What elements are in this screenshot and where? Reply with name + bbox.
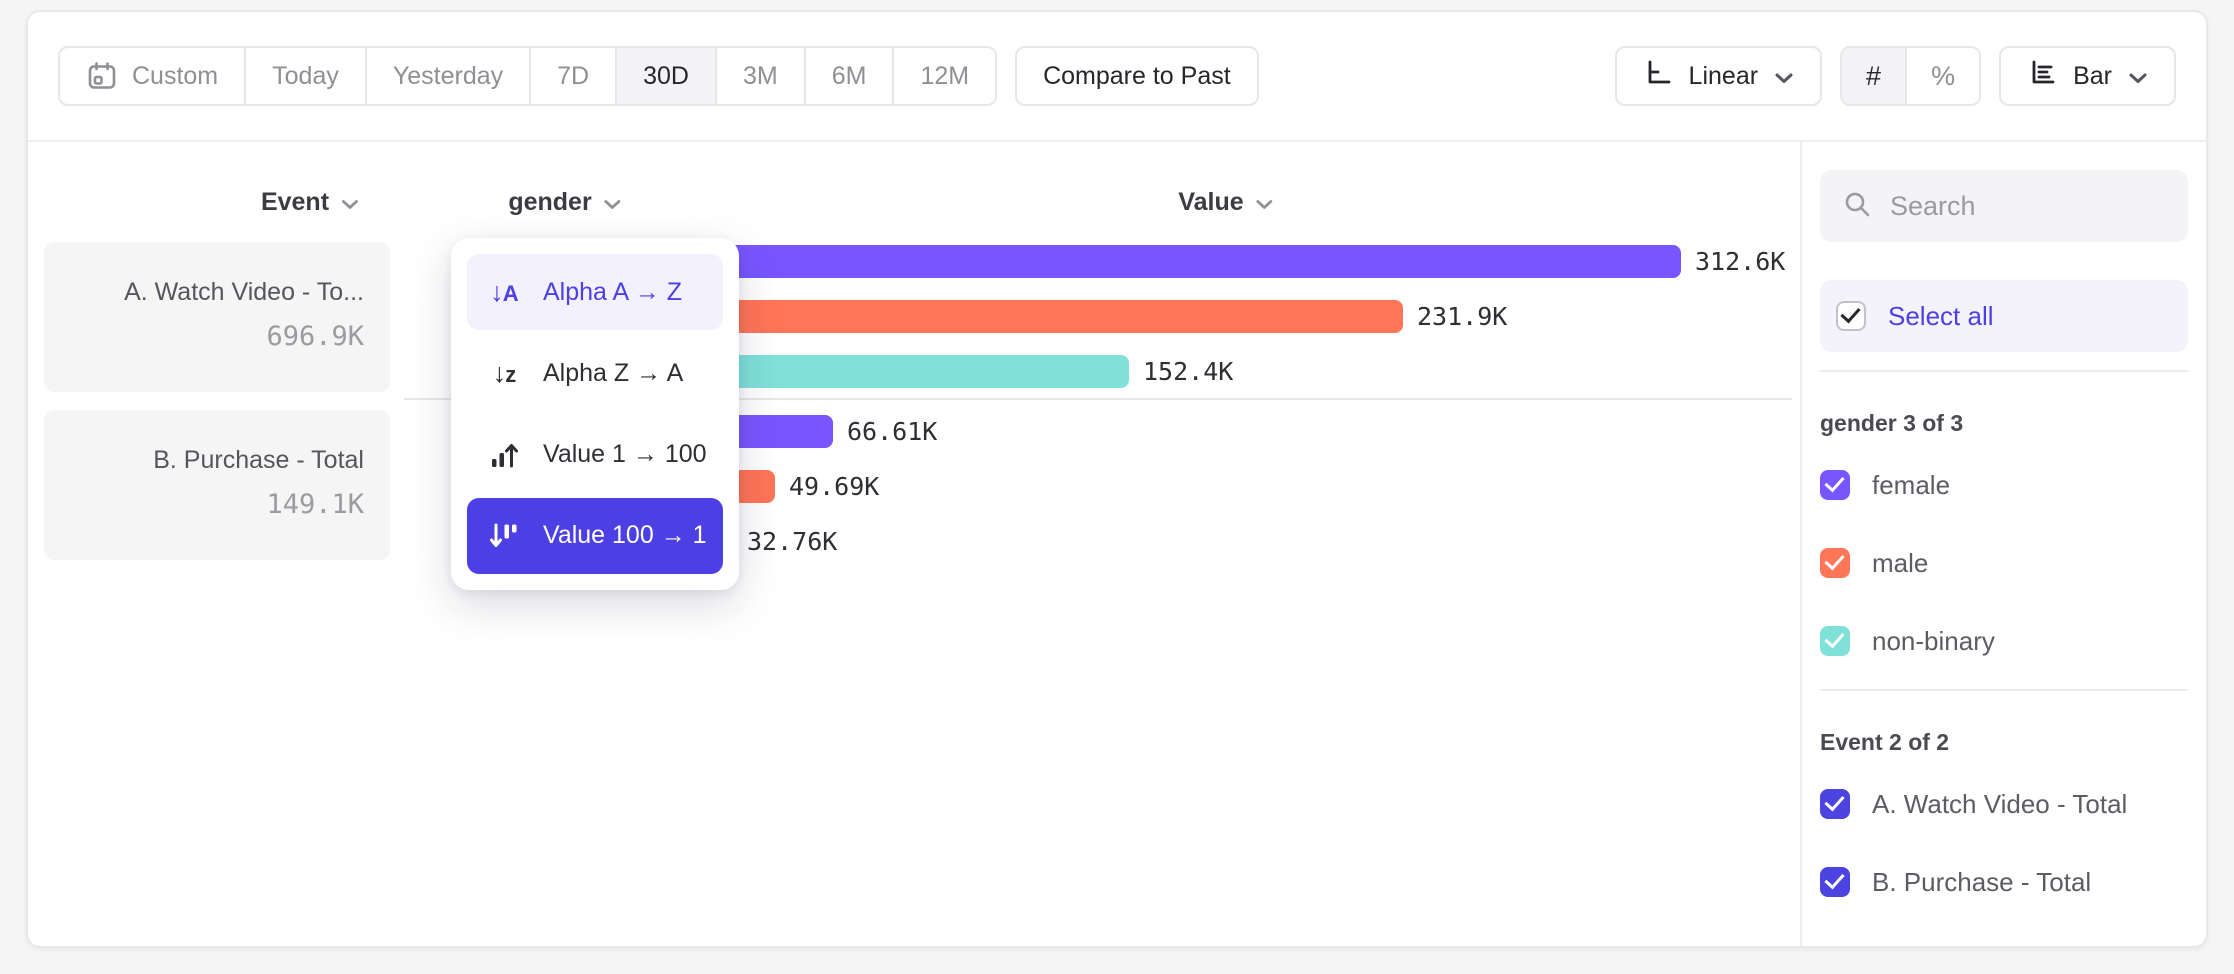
sort-value-descending-icon (483, 521, 525, 551)
bar-value-label: 49.69K (789, 472, 880, 501)
date-range-picker: Custom Today Yesterday 7D 30D 3M 6M 12M (58, 46, 998, 106)
sort-option-label: Value 1 → 100 (543, 440, 707, 469)
date-range-today[interactable]: Today (244, 48, 365, 104)
search-icon (1842, 189, 1872, 224)
sort-option-label: Value 100 → 1 (543, 521, 707, 550)
sort-option-value-1-100[interactable]: Value 1 → 100 (467, 417, 723, 493)
select-all-row[interactable]: Select all (1820, 280, 2188, 352)
filter-checkbox[interactable] (1820, 548, 1850, 578)
calendar-icon (86, 60, 118, 92)
filter-item-female[interactable]: female (1820, 455, 2188, 515)
report-content: Event gender Value A. (28, 142, 2206, 946)
date-range-label: 30D (643, 61, 689, 90)
breakdown-column-label: gender (508, 188, 592, 216)
select-all-checkbox[interactable] (1836, 301, 1866, 331)
filter-label: male (1872, 547, 1929, 578)
chevron-down-icon (604, 188, 622, 217)
date-range-label: 12M (920, 61, 970, 90)
report-card: Custom Today Yesterday 7D 30D 3M 6M 12M Compare… (26, 10, 2208, 948)
filter-checkbox[interactable] (1820, 789, 1850, 819)
value-column-header[interactable]: Value (1178, 188, 1273, 217)
bar-female[interactable] (604, 245, 1681, 278)
filter-label: A. Watch Video - Total (1872, 788, 2128, 819)
sort-alpha-ascending-icon: ↓A (490, 276, 518, 307)
sort-option-label: Alpha Z → A (543, 358, 684, 387)
date-range-label: 6M (831, 61, 867, 90)
event-card-total: 149.1K (266, 489, 364, 520)
chevron-down-icon (1774, 62, 1794, 91)
filter-section-header: gender 3 of 3 (1820, 410, 1964, 436)
event-card-title: B. Purchase - Total (153, 446, 364, 474)
event-card-title: A. Watch Video - To... (124, 278, 364, 306)
bar-value-label: 32.76K (747, 527, 838, 556)
date-range-6m[interactable]: 6M (803, 48, 893, 104)
bar-chart-area: Event gender Value A. (28, 142, 1800, 946)
chart-type-label: Bar (2073, 61, 2112, 90)
bar-value-label: 231.9K (1417, 302, 1508, 331)
horizontal-bar-chart-icon (2027, 58, 2057, 95)
scale-label: Linear (1688, 61, 1759, 90)
filter-item-b-purchase-total[interactable]: B. Purchase - Total (1820, 852, 2188, 912)
filter-label: non-binary (1872, 625, 1995, 656)
date-range-3m[interactable]: 3M (714, 48, 804, 104)
date-range-7d[interactable]: 7D (529, 48, 615, 104)
filter-item-a-watch-video-total[interactable]: A. Watch Video - Total (1820, 774, 2188, 834)
bar-value-label: 312.6K (1695, 247, 1786, 276)
filter-checkbox[interactable] (1820, 867, 1850, 897)
filter-checkbox[interactable] (1820, 626, 1850, 656)
date-range-12m[interactable]: 12M (892, 48, 995, 104)
filter-checkbox[interactable] (1820, 470, 1850, 500)
event-card[interactable]: B. Purchase - Total 149.1K (44, 410, 390, 560)
sort-value-ascending-icon (483, 440, 525, 470)
filter-sections: gender 3 of 3 female male non-binary Event 2… (1820, 370, 2188, 912)
chart-type-button[interactable]: Bar (1999, 46, 2176, 106)
chevron-down-icon (1256, 188, 1274, 217)
value-format-toggle: # % (1840, 46, 1982, 106)
date-range-30d[interactable]: 30D (615, 48, 715, 104)
filter-label: B. Purchase - Total (1872, 866, 2092, 897)
toolbar: Custom Today Yesterday 7D 30D 3M 6M 12M Compare… (28, 12, 2206, 142)
bar-value-label: 152.4K (1143, 357, 1234, 386)
select-all-label: Select all (1888, 300, 1994, 331)
sort-option-alpha-a-z[interactable]: ↓A Alpha A → Z (467, 254, 723, 330)
event-card[interactable]: A. Watch Video - To... 696.9K (44, 242, 390, 392)
sort-option-value-100-1[interactable]: Value 100 → 1 (467, 497, 723, 574)
filter-sidebar: Search Select all gender 3 of 3 female mal… (1800, 142, 2206, 946)
event-column-header[interactable]: Event (261, 188, 359, 217)
percentage-toggle[interactable]: % (1905, 48, 1979, 104)
filter-label: female (1872, 469, 1951, 500)
bar-value-label: 66.61K (847, 417, 938, 446)
date-range-yesterday[interactable]: Yesterday (364, 48, 529, 104)
sort-alpha-descending-icon: ↓z (492, 357, 517, 388)
date-range-label: Today (272, 61, 339, 90)
search-placeholder: Search (1890, 190, 1976, 221)
date-range-label: Custom (132, 61, 219, 90)
sort-option-alpha-z-a[interactable]: ↓z Alpha Z → A (467, 335, 723, 411)
filter-item-male[interactable]: male (1820, 533, 2188, 593)
filter-section-header: Event 2 of 2 (1820, 729, 1950, 755)
event-card-total: 696.9K (266, 321, 364, 352)
filter-item-non-binary[interactable]: non-binary (1820, 611, 2188, 671)
date-range-label: 7D (557, 61, 590, 90)
chevron-down-icon (2128, 62, 2148, 91)
compare-to-past-button[interactable]: Compare to Past (1015, 46, 1259, 106)
event-column-label: Event (260, 188, 330, 216)
date-range-custom[interactable]: Custom (60, 48, 244, 104)
breakdown-column-header[interactable]: gender (508, 188, 621, 217)
sort-dropdown-menu: ↓A Alpha A → Z ↓z Alpha Z → A Value 1 → 100 V… (451, 238, 739, 590)
sidebar-divider (1820, 370, 2188, 372)
date-range-label: Yesterday (392, 61, 504, 90)
chevron-down-icon (341, 188, 359, 217)
sidebar-divider (1820, 689, 2188, 691)
value-column-label: Value (1178, 188, 1244, 216)
date-range-label: 3M (742, 61, 778, 90)
sort-option-label: Alpha A → Z (543, 277, 682, 306)
y-axis-scale-button[interactable]: Linear (1614, 46, 1823, 106)
group-divider (404, 398, 1792, 400)
linear-axis-icon (1643, 58, 1673, 95)
absolute-numbers-toggle[interactable]: # (1842, 48, 1906, 104)
search-input[interactable]: Search (1820, 170, 2188, 242)
toolbar-right-group: Linear # % Bar (1614, 46, 2176, 106)
